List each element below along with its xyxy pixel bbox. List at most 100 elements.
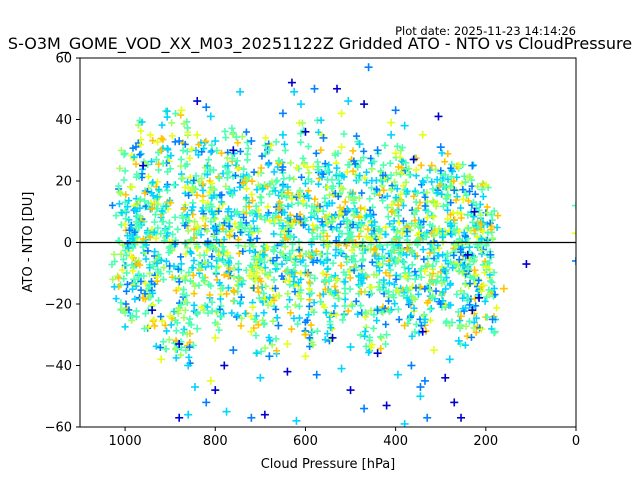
data-point <box>402 159 410 167</box>
data-point <box>203 227 211 235</box>
data-point <box>180 120 188 128</box>
data-point <box>447 173 455 181</box>
data-point <box>191 282 199 290</box>
data-point <box>441 170 450 179</box>
data-point <box>305 302 313 310</box>
data-point <box>182 346 190 354</box>
data-point <box>248 272 256 280</box>
data-point <box>209 185 217 193</box>
data-point <box>400 259 408 267</box>
data-point <box>425 297 433 305</box>
data-point <box>367 212 375 220</box>
data-point <box>341 302 349 310</box>
data-point <box>252 263 260 271</box>
data-point <box>464 197 472 205</box>
data-point <box>303 202 311 210</box>
data-point <box>186 315 194 323</box>
data-point <box>277 231 285 239</box>
data-point <box>428 277 436 285</box>
data-point <box>380 276 388 284</box>
data-point <box>216 191 224 199</box>
data-point <box>255 294 263 302</box>
data-point <box>274 213 282 221</box>
data-point <box>163 107 171 115</box>
data-point <box>303 163 311 171</box>
y-axis-label: ATO - NTO [DU] <box>21 192 36 293</box>
data-point <box>290 254 298 262</box>
data-point <box>409 155 418 164</box>
data-point <box>482 181 490 189</box>
data-point <box>280 253 288 261</box>
data-point <box>183 148 191 156</box>
data-point <box>189 203 197 211</box>
data-point <box>388 254 396 262</box>
data-point <box>409 282 417 290</box>
data-point <box>266 294 274 302</box>
data-point <box>343 224 351 232</box>
data-point <box>314 158 322 166</box>
data-point <box>165 223 173 231</box>
data-point <box>163 113 171 121</box>
data-point <box>121 167 129 175</box>
data-point <box>303 316 311 324</box>
data-point <box>284 266 292 274</box>
data-point <box>398 246 406 254</box>
data-point <box>376 286 384 294</box>
data-point <box>419 246 427 254</box>
data-point <box>257 164 265 172</box>
data-point <box>228 309 236 317</box>
data-point <box>396 273 404 281</box>
data-point <box>265 352 274 361</box>
data-point <box>311 195 319 203</box>
data-point <box>267 141 275 149</box>
data-point <box>393 370 402 379</box>
data-point <box>120 176 128 184</box>
data-point <box>232 133 240 141</box>
data-point <box>382 320 390 328</box>
data-point <box>211 333 220 342</box>
data-point <box>181 276 189 284</box>
x-axis: 1000 800 600 400 200 0 <box>109 427 580 449</box>
data-point <box>192 146 200 154</box>
data-point <box>190 176 198 184</box>
data-point <box>385 262 393 270</box>
data-point <box>387 118 396 127</box>
data-point <box>490 284 498 292</box>
data-point <box>152 342 160 350</box>
data-point <box>299 256 307 264</box>
data-point <box>137 141 145 149</box>
data-point <box>437 273 445 281</box>
data-point <box>220 258 228 266</box>
data-point <box>490 207 498 215</box>
data-point <box>208 179 216 187</box>
data-point <box>184 184 192 192</box>
data-point <box>262 282 270 290</box>
data-point <box>177 155 185 163</box>
data-point <box>299 197 307 205</box>
data-point <box>400 321 409 330</box>
data-point <box>290 314 298 322</box>
data-point <box>375 255 383 263</box>
data-point <box>228 191 236 199</box>
data-point <box>421 285 429 293</box>
data-point <box>332 311 340 319</box>
data-point <box>407 361 416 370</box>
data-point <box>195 178 203 186</box>
data-point <box>118 209 126 217</box>
data-point <box>261 344 269 352</box>
data-point <box>153 193 161 201</box>
data-point <box>481 297 489 305</box>
data-point <box>361 205 369 213</box>
data-point <box>273 347 281 355</box>
data-point <box>426 305 434 313</box>
data-point <box>218 198 226 206</box>
data-point <box>252 332 260 340</box>
data-point <box>408 246 416 254</box>
data-point <box>439 227 447 235</box>
data-point <box>432 258 440 266</box>
data-point <box>182 250 190 258</box>
data-point <box>283 303 291 311</box>
x-tick-label: 800 <box>203 434 228 449</box>
data-point <box>340 268 348 276</box>
data-point <box>458 180 466 188</box>
